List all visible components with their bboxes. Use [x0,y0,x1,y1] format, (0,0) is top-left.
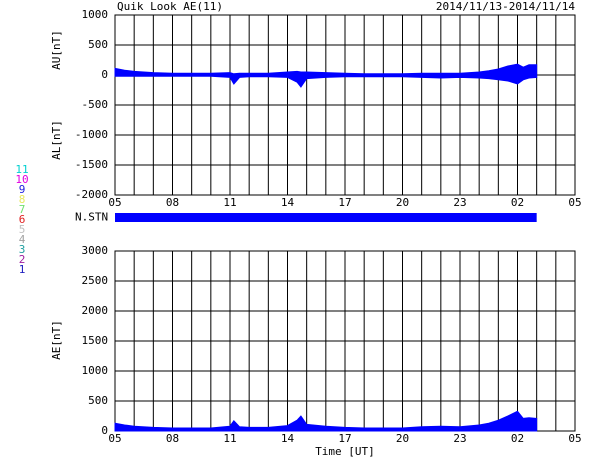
x-axis-label: Time [UT] [315,445,375,458]
x-tick-label: 23 [453,196,466,209]
y-tick-label: 500 [88,38,108,51]
x-tick-label: 17 [338,432,351,445]
x-tick-label: 20 [396,196,409,209]
y-axis-label: AE[nT] [50,320,63,360]
plot-frame [114,14,576,196]
station-label: 8 [19,193,26,206]
y-tick-label: 1000 [82,364,109,377]
x-tick-label: 05 [108,432,121,445]
station-label: 2 [19,253,26,266]
x-tick-label: 11 [223,196,236,209]
y-tick-label: 2000 [82,304,109,317]
station-label: 5 [19,223,26,236]
y-tick-label: -1500 [75,158,108,171]
x-tick-label: 02 [511,432,524,445]
y-tick-label: 0 [101,424,108,437]
y-tick-label: -2000 [75,188,108,201]
x-tick-label: 11 [223,432,236,445]
x-tick-label: 02 [511,196,524,209]
date-range: 2014/11/13-2014/11/14 [436,0,575,13]
x-tick-label: 08 [166,196,179,209]
station-label: 7 [19,203,26,216]
area [114,74,538,88]
x-tick-label: 05 [568,196,581,209]
station-label: 6 [19,213,26,226]
y-tick-label: 500 [88,394,108,407]
nstn-bar [115,213,537,222]
x-tick-label: 08 [166,432,179,445]
x-tick-label: 23 [453,432,466,445]
area [114,63,538,76]
x-tick-label: 05 [108,196,121,209]
x-tick-label: 14 [281,432,295,445]
area [114,410,538,432]
y-tick-label: -1000 [75,128,108,141]
y-tick-label: 1500 [82,334,109,347]
y-tick-label: 0 [101,68,108,81]
x-tick-label: 14 [281,196,295,209]
nstn-label: N.STN [75,211,108,224]
y-axis-label: AL[nT] [50,120,63,160]
y-tick-label: 1000 [82,8,109,21]
x-tick-label: 17 [338,196,351,209]
station-label: 4 [19,233,26,246]
station-label: 3 [19,243,26,256]
y-tick-label: -500 [82,98,109,111]
station-label: 10 [15,173,28,186]
x-tick-label: 05 [568,432,581,445]
station-label: 11 [15,163,28,176]
y-tick-label: 2500 [82,274,109,287]
y-tick-label: 3000 [82,244,109,257]
station-label: 9 [19,183,26,196]
station-label: 1 [19,263,26,276]
y-axis-label: AU[nT] [50,30,63,70]
title: Quik Look AE(11) [117,0,223,13]
x-tick-label: 20 [396,432,409,445]
